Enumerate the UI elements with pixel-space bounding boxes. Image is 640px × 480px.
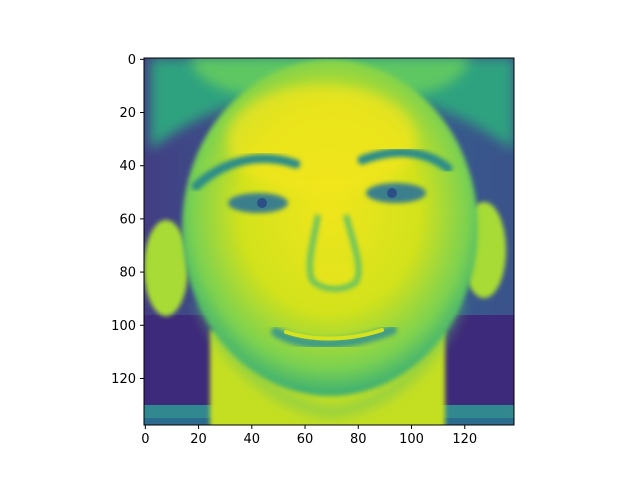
x-tick-label: 40 bbox=[244, 432, 261, 447]
x-tick-label: 80 bbox=[350, 432, 367, 447]
y-tick-label: 120 bbox=[111, 372, 136, 387]
x-tick-label: 120 bbox=[452, 432, 477, 447]
x-tick-label: 100 bbox=[399, 432, 424, 447]
x-axis: 0 20 40 60 80 100 120 bbox=[141, 425, 477, 447]
axes-frame bbox=[143, 57, 515, 426]
x-tick-label: 60 bbox=[297, 432, 314, 447]
y-tick-label: 20 bbox=[119, 106, 136, 121]
y-tick-label: 60 bbox=[119, 212, 136, 227]
y-tick-label: 40 bbox=[119, 159, 136, 174]
y-axis: 0 20 40 60 80 100 120 bbox=[111, 53, 144, 387]
y-tick-label: 100 bbox=[111, 319, 136, 334]
x-tick-label: 0 bbox=[141, 432, 149, 447]
y-tick-label: 80 bbox=[119, 266, 136, 281]
y-tick-label: 0 bbox=[128, 53, 136, 68]
heatmap-image bbox=[144, 58, 514, 425]
x-tick-label: 20 bbox=[190, 432, 207, 447]
